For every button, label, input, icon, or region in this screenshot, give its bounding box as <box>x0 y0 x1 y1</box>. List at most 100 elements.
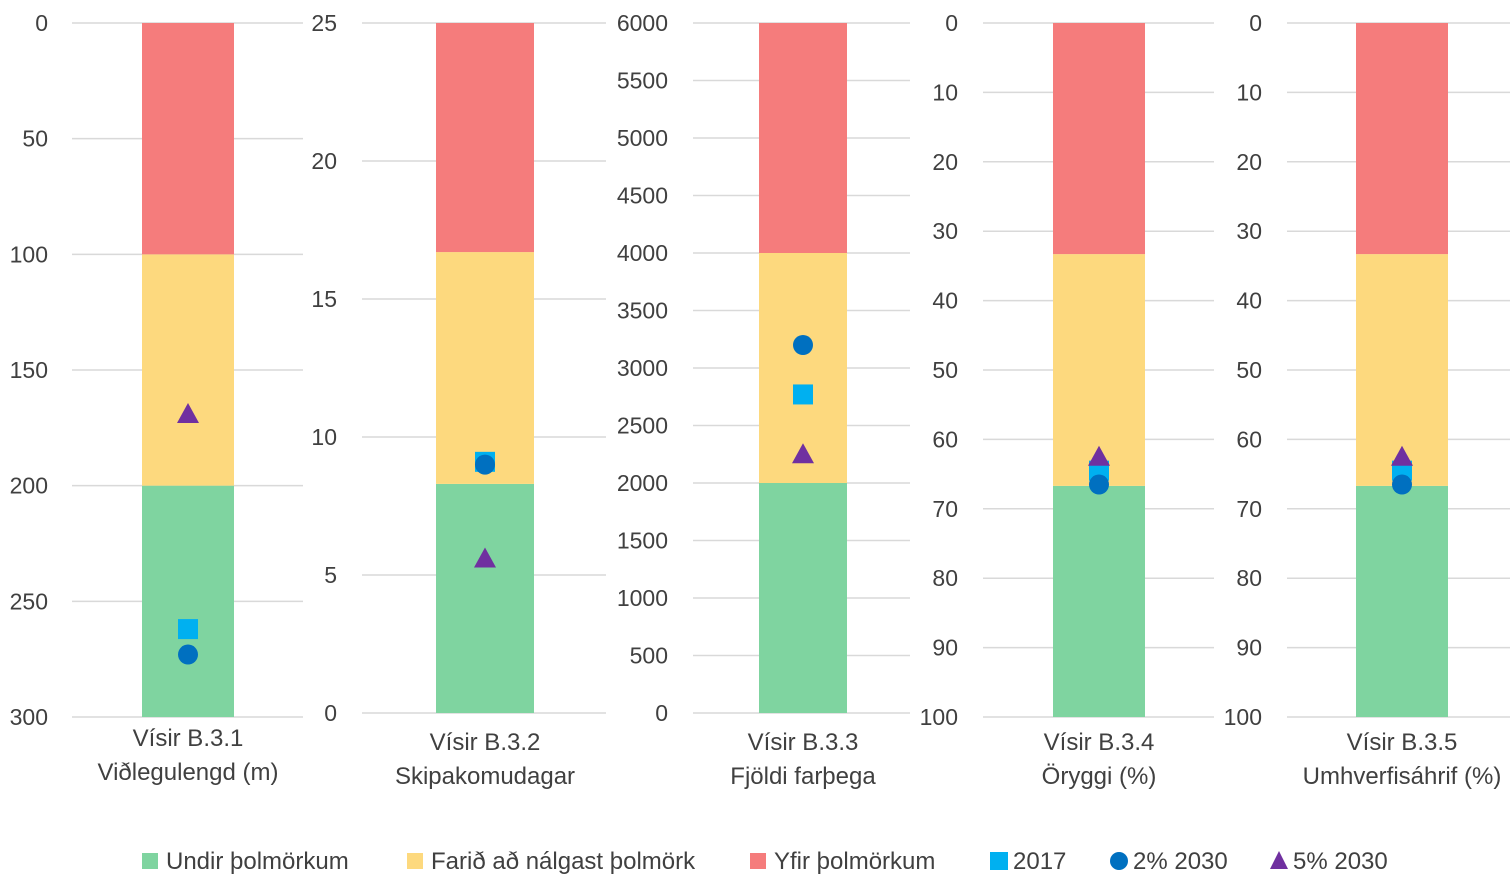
y-tick-label: 60 <box>1236 426 1262 452</box>
legend: Undir þolmörkum Farið að nálgast þolmörk Y… <box>142 848 1388 875</box>
marker-2pct-2030 <box>793 335 813 355</box>
y-tick-label: 300 <box>10 704 48 730</box>
legend-swatch <box>407 853 423 869</box>
y-tick-label: 200 <box>10 473 48 499</box>
band-green <box>1356 485 1448 717</box>
legend-item: 2% 2030 <box>1110 848 1228 875</box>
category-label: Vísir B.3.2 <box>430 729 541 756</box>
y-tick-label: 2500 <box>617 413 668 439</box>
y-tick-label: 70 <box>1236 496 1262 522</box>
y-tick-label: 30 <box>932 218 958 244</box>
band-red <box>1053 23 1145 255</box>
band-yellow <box>436 252 534 484</box>
y-tick-label: 100 <box>920 704 958 730</box>
y-tick-label: 100 <box>1224 704 1262 730</box>
y-tick-label: 50 <box>1236 357 1262 383</box>
legend-swatch <box>750 853 766 869</box>
y-tick-label: 150 <box>10 357 48 383</box>
y-tick-label: 500 <box>630 643 668 669</box>
marker-5pct-2030 <box>474 547 496 568</box>
y-tick-label: 50 <box>932 357 958 383</box>
legend-swatch <box>142 853 158 869</box>
band-red <box>1356 23 1448 255</box>
y-tick-label: 0 <box>945 10 958 36</box>
chart-panel-2: 0 5 10 15 20 25 Vísir B.3.2 Skipakomudagar <box>311 10 606 790</box>
marker-5pct-2030 <box>177 402 199 423</box>
y-tick-label: 40 <box>932 288 958 314</box>
y-tick-label: 0 <box>1249 10 1262 36</box>
band-red <box>142 23 234 255</box>
y-tick-label: 5500 <box>617 68 668 94</box>
category-label: Vísir B.3.1 <box>133 725 244 752</box>
marker-2pct-2030 <box>178 644 198 665</box>
legend-label: Yfir þolmörkum <box>774 848 935 875</box>
marker-2pct-2030 <box>1392 474 1412 495</box>
y-tick-label: 250 <box>10 588 48 614</box>
band-green <box>436 483 534 713</box>
marker-5pct-2030 <box>792 443 814 464</box>
y-tick-label: 20 <box>311 148 337 174</box>
category-label: Viðlegulengd (m) <box>98 759 279 786</box>
legend-label: 5% 2030 <box>1293 848 1388 875</box>
category-label: Öryggi (%) <box>1042 763 1157 790</box>
y-tick-label: 90 <box>1236 635 1262 661</box>
marker-2017 <box>793 384 813 405</box>
band-yellow <box>142 254 234 486</box>
y-tick-label: 4500 <box>617 183 668 209</box>
category-label: Skipakomudagar <box>395 763 575 790</box>
y-tick-label: 50 <box>22 126 48 152</box>
legend-item: Undir þolmörkum <box>142 848 349 875</box>
marker-2pct-2030 <box>1089 474 1109 495</box>
y-tick-label: 20 <box>1236 149 1262 175</box>
marker-5pct-2030 <box>1391 445 1413 466</box>
band-green <box>1053 485 1145 717</box>
y-tick-label: 10 <box>1236 79 1262 105</box>
y-tick-label: 6000 <box>617 10 668 36</box>
y-tick-label: 1000 <box>617 585 668 611</box>
y-tick-label: 80 <box>932 565 958 591</box>
chart-panel-1: 0 50 100 150 200 250 300 Vísir B.3.1 Viðleguleng… <box>10 10 303 786</box>
y-tick-label: 0 <box>324 700 337 726</box>
marker-5pct-2030 <box>1088 445 1110 466</box>
y-tick-label: 40 <box>1236 288 1262 314</box>
legend-swatch <box>1270 851 1288 869</box>
chart-panel-5: 0 10 20 30 40 50 60 70 80 90 100 Vísir B.3.5 Umhverf… <box>1224 10 1510 790</box>
band-red <box>436 23 534 253</box>
y-tick-label: 60 <box>932 426 958 452</box>
band-red <box>759 23 847 253</box>
legend-label: Undir þolmörkum <box>166 848 349 875</box>
category-label: Fjöldi farþega <box>730 763 876 790</box>
legend-label: 2017 <box>1013 848 1066 875</box>
y-tick-label: 10 <box>932 79 958 105</box>
category-label: Vísir B.3.5 <box>1347 729 1458 756</box>
marker-2017 <box>178 619 198 640</box>
legend-item: Farið að nálgast þolmörk <box>407 848 696 875</box>
y-tick-label: 10 <box>311 424 337 450</box>
y-tick-label: 90 <box>932 635 958 661</box>
y-tick-label: 1500 <box>617 528 668 554</box>
marker-2pct-2030 <box>475 454 495 475</box>
chart-panel-3: 0 500 1000 1500 2000 2500 3000 3500 4000 4500 5000… <box>617 10 910 790</box>
y-tick-label: 3500 <box>617 298 668 324</box>
legend-label: Farið að nálgast þolmörk <box>431 848 696 875</box>
y-tick-label: 5 <box>324 562 337 588</box>
y-tick-label: 80 <box>1236 565 1262 591</box>
category-label: Vísir B.3.3 <box>748 729 859 756</box>
y-tick-label: 3000 <box>617 355 668 381</box>
category-label: Umhverfisáhrif (%) <box>1303 763 1502 790</box>
legend-swatch <box>990 852 1008 870</box>
category-label: Vísir B.3.4 <box>1044 729 1155 756</box>
y-tick-label: 25 <box>311 10 337 36</box>
y-tick-label: 15 <box>311 286 337 312</box>
legend-item: Yfir þolmörkum <box>750 848 935 875</box>
y-tick-label: 70 <box>932 496 958 522</box>
y-tick-label: 4000 <box>617 240 668 266</box>
y-tick-label: 20 <box>932 149 958 175</box>
chart-panel-4: 0 10 20 30 40 50 60 70 80 90 100 Vísir B.3.4 Öryggi … <box>920 10 1214 790</box>
y-tick-label: 0 <box>655 700 668 726</box>
band-green <box>759 483 847 713</box>
legend-item: 2017 <box>990 848 1066 875</box>
